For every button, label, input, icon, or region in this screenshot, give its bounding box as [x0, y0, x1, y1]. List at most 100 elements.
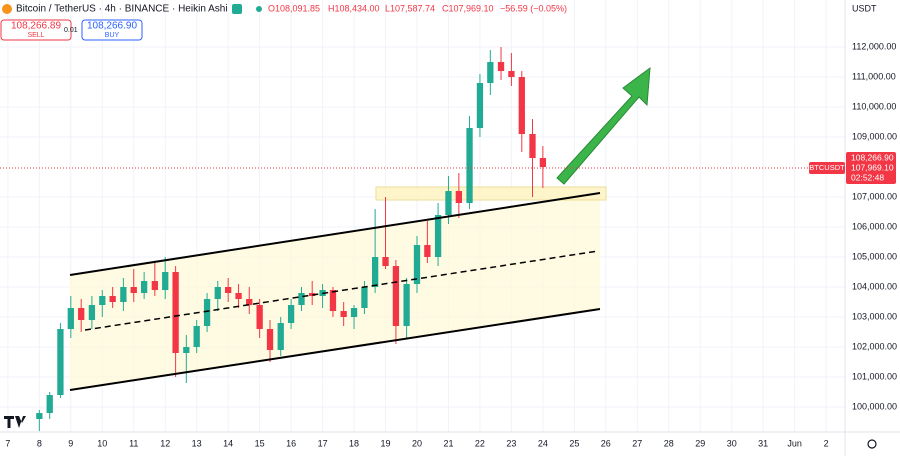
- sell-button[interactable]: [0, 19, 72, 41]
- candle-body: [162, 272, 169, 291]
- candle-body: [109, 296, 116, 303]
- support-zone: [375, 186, 607, 201]
- y-tick-label: 106,000.00: [852, 221, 897, 231]
- candle-body: [497, 62, 505, 72]
- y-tick-label: 107,000.00: [852, 191, 897, 201]
- x-tick-label: 7: [5, 438, 10, 448]
- y-tick-label: 105,000.00: [852, 251, 897, 261]
- candle-body: [403, 284, 410, 327]
- buy-price[interactable]: 108,266.90: [87, 21, 137, 32]
- live-dot: [256, 6, 262, 12]
- candle-body: [225, 287, 232, 294]
- x-tick-label: 15: [255, 438, 265, 448]
- x-tick-label: 17: [318, 438, 328, 448]
- buy-button[interactable]: [81, 19, 143, 41]
- candle-body: [287, 305, 295, 324]
- ohlc-high: H108,434.00: [328, 3, 380, 13]
- sell-price[interactable]: 108,266.89: [11, 21, 61, 32]
- x-tick-label: 30: [727, 438, 737, 448]
- candle-body: [329, 290, 337, 312]
- symbol-icon: [2, 4, 12, 14]
- x-tick-label: 2: [824, 438, 829, 448]
- candle-body: [88, 305, 96, 321]
- tv-logo: [4, 416, 26, 428]
- candle-body: [99, 296, 106, 306]
- price-tag: [846, 152, 896, 184]
- x-tick-label: 9: [68, 438, 73, 448]
- symbol-tag-text: BTCUSDT: [809, 163, 845, 172]
- candle-body: [140, 281, 148, 294]
- ask-price: 108,266.90: [851, 152, 894, 162]
- x-tick-label: 25: [569, 438, 579, 448]
- candle-body: [67, 308, 74, 330]
- x-tick-label: 22: [475, 438, 485, 448]
- x-tick-label: 20: [412, 438, 422, 448]
- spread-value: 0.01: [64, 27, 78, 34]
- candle-body: [256, 305, 263, 330]
- candle-body: [214, 287, 221, 300]
- symbol-title: Bitcoin / TetherUS · 4h · BINANCE · Heik…: [16, 4, 228, 15]
- candle-body: [235, 293, 242, 300]
- last-price: 107,969.10: [851, 162, 894, 172]
- x-tick-label: 19: [381, 438, 391, 448]
- y-tick-label: 102,000.00: [852, 341, 897, 351]
- currency[interactable]: USDT: [852, 3, 877, 13]
- candle-body: [298, 293, 305, 306]
- y-tick-label: 112,000.00: [852, 41, 896, 51]
- x-tick-label: 29: [695, 438, 705, 448]
- candle-body: [340, 311, 347, 318]
- candle-body: [392, 266, 400, 327]
- channel-mid: [84, 250, 599, 331]
- y-tick-label: 104,000.00: [852, 281, 897, 291]
- candle-body: [539, 158, 547, 168]
- x-tick-label: 26: [601, 438, 611, 448]
- candle-body: [476, 83, 484, 129]
- candle-body: [487, 62, 494, 84]
- y-tick-label: 109,000.00: [852, 131, 897, 141]
- candle-body: [266, 329, 274, 351]
- buy-label[interactable]: BUY: [105, 32, 120, 39]
- candle-body: [518, 77, 525, 135]
- candle-body: [445, 191, 452, 216]
- ohlc-change: −56.59 (−0.05%): [500, 3, 567, 13]
- candle-body: [508, 71, 515, 78]
- y-tick-label: 111,000.00: [852, 71, 896, 81]
- candle-body: [424, 245, 431, 258]
- candle-body: [529, 134, 536, 159]
- x-tick-label: 23: [506, 438, 516, 448]
- candle-body: [277, 323, 284, 351]
- up-arrow: [556, 66, 651, 185]
- candle-body: [172, 272, 179, 354]
- candle-body: [371, 257, 379, 288]
- market-status: [232, 4, 242, 14]
- x-tick-label: 24: [538, 438, 548, 448]
- x-tick-label: 11: [129, 438, 138, 448]
- candle-body: [203, 299, 211, 327]
- ohlc-close: C107,969.10: [442, 3, 494, 13]
- candle-body: [193, 326, 200, 348]
- settings-icon[interactable]: [867, 439, 877, 449]
- x-tick-label: 13: [192, 438, 202, 448]
- candle-body: [130, 287, 137, 294]
- x-tick-label: 12: [160, 438, 170, 448]
- symbol-tag: [809, 162, 845, 174]
- x-tick-label: 14: [223, 438, 233, 448]
- ohlc-open: O108,091.85: [268, 3, 320, 13]
- countdown: 02:52:48: [851, 172, 884, 182]
- candle-body: [36, 413, 43, 420]
- y-tick-label: 110,000.00: [852, 101, 896, 111]
- x-tick-label: Jun: [787, 438, 802, 448]
- y-tick-label: 100,000.00: [852, 401, 897, 411]
- x-tick-label: 18: [349, 438, 359, 448]
- channel-top: [69, 192, 601, 276]
- candle-body: [120, 287, 127, 303]
- ohlc-low: L107,587.74: [385, 3, 435, 13]
- candle-body: [246, 299, 253, 306]
- candle-body: [413, 245, 421, 285]
- sell-label[interactable]: SELL: [27, 32, 44, 39]
- candle-body: [455, 191, 462, 204]
- candle-body: [151, 281, 158, 291]
- candle-body: [46, 395, 53, 414]
- x-tick-label: 21: [443, 438, 453, 448]
